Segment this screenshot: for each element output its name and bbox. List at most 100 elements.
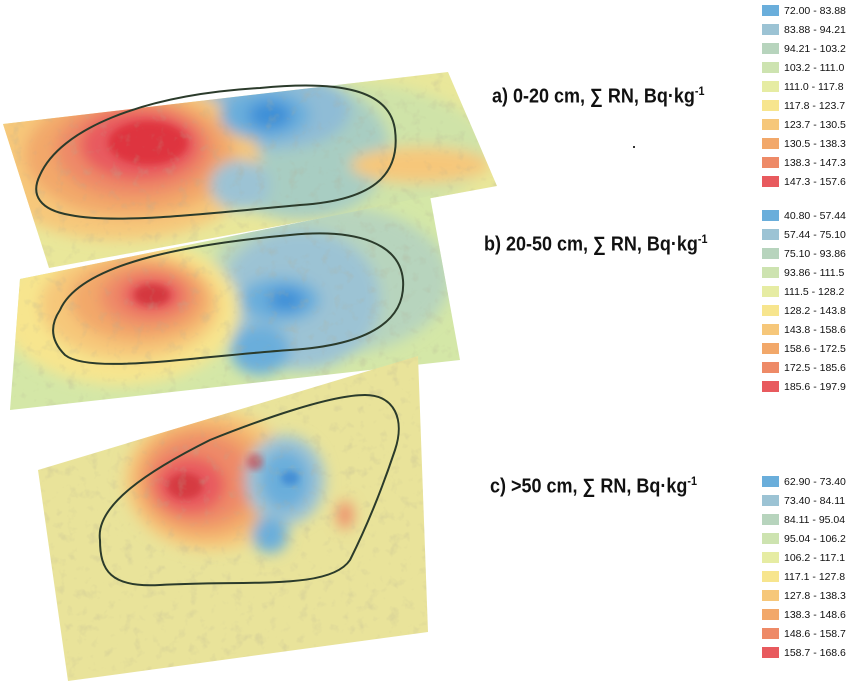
legend-range-label: 143.8 - 158.6	[784, 323, 846, 336]
legend-swatch	[762, 138, 779, 149]
legend-b-item: 185.6 - 197.9	[762, 377, 858, 396]
legend-range-label: 95.04 - 106.2	[784, 532, 846, 545]
legend-a-item: 147.3 - 157.6	[762, 172, 858, 191]
legend-swatch	[762, 157, 779, 168]
legend-range-label: 148.6 - 158.7	[784, 627, 846, 640]
legend-swatch	[762, 552, 779, 563]
legend-range-label: 111.0 - 117.8	[784, 80, 844, 93]
legend-range-label: 128.2 - 143.8	[784, 304, 846, 317]
legend-range-label: 84.11 - 95.04	[784, 513, 846, 526]
legend-range-label: 83.88 - 94.21	[784, 23, 846, 36]
site-boundary-b	[52, 232, 405, 365]
legend-swatch	[762, 24, 779, 35]
legend-b-item: 172.5 - 185.6	[762, 358, 858, 377]
legend-swatch	[762, 305, 779, 316]
legend-c-item: 106.2 - 117.1	[762, 548, 858, 567]
legend-c-item: 158.7 - 168.6	[762, 643, 858, 662]
legend-range-label: 103.2 - 111.0	[784, 61, 845, 74]
legend-b-item: 158.6 - 172.5	[762, 339, 858, 358]
legend-range-label: 106.2 - 117.1	[784, 551, 846, 564]
legend-range-label: 172.5 - 185.6	[784, 361, 846, 374]
legend-swatch	[762, 176, 779, 187]
legend-a-item: 94.21 - 103.2	[762, 39, 858, 58]
legend-swatch	[762, 590, 779, 601]
legend-b-item: 75.10 - 93.86	[762, 244, 858, 263]
legend-range-label: 111.5 - 128.2	[784, 285, 845, 298]
legend-range-label: 138.3 - 147.3	[784, 156, 846, 169]
legend-c-item: 127.8 - 138.3	[762, 586, 858, 605]
legend-range-label: 147.3 - 157.6	[784, 175, 846, 188]
legend-swatch	[762, 324, 779, 335]
legend-swatch	[762, 81, 779, 92]
legend-a-item: 83.88 - 94.21	[762, 20, 858, 39]
map-layer-b	[10, 196, 460, 410]
legend-swatch	[762, 476, 779, 487]
legend-range-label: 117.8 - 123.7	[784, 99, 846, 112]
layer-title-a: a) 0-20 cm, ∑ RN, Bq·kg-1	[492, 84, 705, 108]
site-boundary-a	[35, 84, 397, 220]
legend-a-item: 103.2 - 111.0	[762, 58, 858, 77]
legend-range-label: 117.1 - 127.8	[784, 570, 846, 583]
legend-b-item: 57.44 - 75.10	[762, 225, 858, 244]
legend-c-item: 148.6 - 158.7	[762, 624, 858, 643]
legend-range-label: 127.8 - 138.3	[784, 589, 846, 602]
legend-range-label: 138.3 - 148.6	[784, 608, 846, 621]
legend-range-label: 158.7 - 168.6	[784, 646, 846, 659]
legend-a-item: 130.5 - 138.3	[762, 134, 858, 153]
legend-swatch	[762, 533, 779, 544]
legend-a-item: 111.0 - 117.8	[762, 77, 858, 96]
legend-swatch	[762, 571, 779, 582]
legend-a: 72.00 - 83.88 83.88 - 94.21 94.21 - 103.2 1…	[762, 1, 858, 191]
legend-swatch	[762, 100, 779, 111]
legend-swatch	[762, 343, 779, 354]
legend-swatch	[762, 43, 779, 54]
legend-b: 40.80 - 57.44 57.44 - 75.10 75.10 - 93.86 9…	[762, 206, 858, 396]
legend-swatch	[762, 362, 779, 373]
legend-range-label: 73.40 - 84.11	[784, 494, 846, 507]
legend-swatch	[762, 210, 779, 221]
legend-c-item: 84.11 - 95.04	[762, 510, 858, 529]
legend-b-item: 143.8 - 158.6	[762, 320, 858, 339]
legend-swatch	[762, 119, 779, 130]
legend-swatch	[762, 5, 779, 16]
legend-range-label: 93.86 - 111.5	[784, 266, 845, 279]
legend-b-item: 40.80 - 57.44	[762, 206, 858, 225]
legend-swatch	[762, 647, 779, 658]
site-boundary-c	[98, 393, 400, 587]
legend-swatch	[762, 267, 779, 278]
legend-a-item: 117.8 - 123.7	[762, 96, 858, 115]
legend-swatch	[762, 514, 779, 525]
legend-swatch	[762, 609, 779, 620]
legend-swatch	[762, 248, 779, 259]
legend-b-item: 111.5 - 128.2	[762, 282, 858, 301]
legend-a-item: 123.7 - 130.5	[762, 115, 858, 134]
legend-c-item: 117.1 - 127.8	[762, 567, 858, 586]
legend-range-label: 62.90 - 73.40	[784, 475, 846, 488]
legend-range-label: 94.21 - 103.2	[784, 42, 846, 55]
legend-range-label: 185.6 - 197.9	[784, 380, 846, 393]
legend-c-item: 62.90 - 73.40	[762, 472, 858, 491]
legend-c-item: 95.04 - 106.2	[762, 529, 858, 548]
layer-title-c: c) >50 cm, ∑ RN, Bq·kg-1	[490, 474, 697, 498]
legend-swatch	[762, 381, 779, 392]
legend-swatch	[762, 495, 779, 506]
legend-range-label: 130.5 - 138.3	[784, 137, 846, 150]
legend-swatch	[762, 628, 779, 639]
legend-range-label: 75.10 - 93.86	[784, 247, 846, 260]
legend-c-item: 138.3 - 148.6	[762, 605, 858, 624]
legend-c-item: 73.40 - 84.11	[762, 491, 858, 510]
stray-dot	[633, 146, 635, 148]
legend-range-label: 57.44 - 75.10	[784, 228, 846, 241]
legend-swatch	[762, 62, 779, 73]
layer-title-b: b) 20-50 cm, ∑ RN, Bq·kg-1	[484, 232, 708, 256]
legend-a-item: 138.3 - 147.3	[762, 153, 858, 172]
legend-b-item: 128.2 - 143.8	[762, 301, 858, 320]
legend-c: 62.90 - 73.40 73.40 - 84.11 84.11 - 95.04 9…	[762, 472, 858, 662]
legend-range-label: 123.7 - 130.5	[784, 118, 846, 131]
legend-swatch	[762, 229, 779, 240]
legend-b-item: 93.86 - 111.5	[762, 263, 858, 282]
legend-range-label: 40.80 - 57.44	[784, 209, 846, 222]
legend-range-label: 72.00 - 83.88	[784, 4, 846, 17]
